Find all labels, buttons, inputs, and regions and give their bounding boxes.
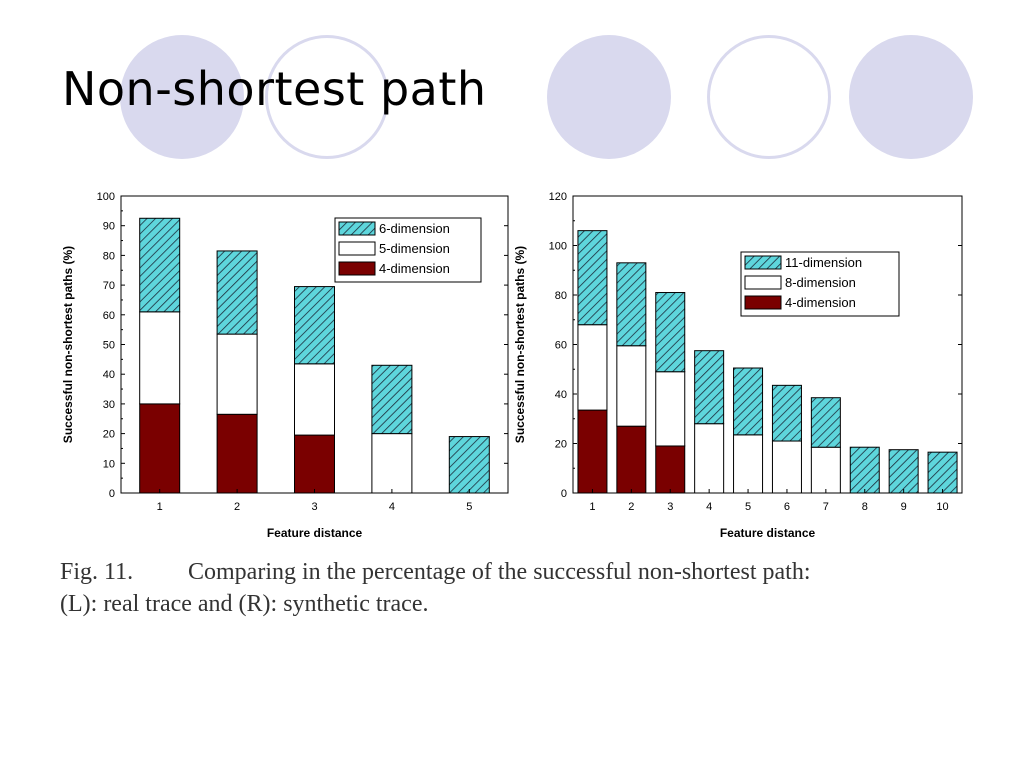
bar-segment-11-dimension (771, 384, 802, 442)
x-tick-label: 3 (667, 501, 673, 513)
legend-swatch (338, 241, 376, 256)
y-tick-label: 100 (549, 241, 567, 253)
x-tick-label: 8 (862, 501, 868, 513)
y-tick-label: 10 (103, 458, 115, 470)
bar-segment-11-dimension (694, 350, 725, 425)
y-tick-label: 50 (103, 340, 115, 352)
x-tick-label: 1 (589, 501, 595, 513)
bar-segment-8-dimension (616, 345, 647, 427)
x-tick-label: 2 (628, 501, 634, 513)
decor-circle-filled (849, 35, 973, 159)
legend-swatch (338, 261, 376, 276)
x-tick-label: 4 (706, 501, 712, 513)
bar-segment-11-dimension (849, 446, 880, 494)
legend-label: 11-dimension (785, 255, 862, 270)
x-axis-label: Feature distance (267, 526, 363, 540)
x-tick-label: 5 (466, 501, 472, 513)
y-tick-label: 90 (103, 221, 115, 233)
y-tick-label: 40 (103, 369, 115, 381)
bar-segment-11-dimension (655, 292, 686, 373)
bar-segment-6-dimension (139, 217, 181, 313)
legend-label: 8-dimension (785, 275, 856, 290)
y-tick-label: 0 (109, 488, 115, 500)
y-tick-label: 20 (103, 429, 115, 441)
x-tick-label: 9 (901, 501, 907, 513)
legend-swatch (744, 275, 782, 290)
legend-swatch (338, 221, 376, 236)
x-tick-label: 5 (745, 501, 751, 513)
x-tick-label: 10 (936, 501, 948, 513)
y-tick-label: 70 (103, 280, 115, 292)
bar-segment-8-dimension (810, 446, 841, 494)
caption-line1: Comparing in the percentage of the succe… (188, 559, 811, 585)
figure-caption: Fig. 11. Comparing in the percentage of … (60, 556, 980, 620)
x-tick-label: 6 (784, 501, 790, 513)
bar-segment-11-dimension (733, 367, 764, 436)
bar-segment-11-dimension (616, 262, 647, 347)
bar-segment-6-dimension (371, 364, 413, 435)
bar-segment-4-dimension (577, 409, 608, 494)
decor-circle-filled (120, 35, 244, 159)
bar-segment-4-dimension (139, 403, 181, 494)
x-tick-label: 1 (157, 501, 163, 513)
bar-segment-5-dimension (294, 363, 335, 436)
bar-segment-6-dimension (294, 286, 335, 365)
x-tick-label: 4 (389, 501, 395, 513)
y-tick-label: 80 (103, 250, 115, 262)
bar-segment-11-dimension (577, 230, 608, 326)
bar-segment-4-dimension (294, 434, 335, 494)
bar-segment-8-dimension (577, 324, 608, 411)
bar-segment-6-dimension (216, 250, 258, 335)
bar-segment-6-dimension (448, 436, 490, 494)
legend-swatch (744, 295, 782, 310)
chart-left: 0 10 20 30 40 50 60 70 80 90 100 1 2 3 4 5 Successful no… (61, 191, 509, 540)
y-tick-label: 120 (549, 191, 567, 203)
bar-segment-8-dimension (733, 434, 764, 494)
x-tick-label: 2 (234, 501, 240, 513)
bar-segment-5-dimension (371, 433, 413, 494)
bar-segment-5-dimension (139, 311, 181, 405)
y-tick-label: 40 (555, 389, 567, 401)
chart-right: 0 20 40 60 80 100 120 1 2 3 4 5 6 7 8 9 10 Successful non… (513, 191, 963, 540)
bar-segment-4-dimension (216, 413, 258, 494)
legend-label: 4-dimension (785, 295, 856, 310)
y-tick-label: 100 (97, 191, 115, 203)
legend-label: 6-dimension (379, 221, 450, 236)
y-axis-label: Successful non-shortest paths (%) (61, 246, 75, 443)
legend-label: 4-dimension (379, 261, 450, 276)
x-axis-label: Feature distance (720, 526, 816, 540)
y-tick-label: 60 (555, 340, 567, 352)
y-tick-label: 20 (555, 439, 567, 451)
bar-segment-4-dimension (655, 445, 686, 494)
bar-segment-11-dimension (810, 397, 841, 448)
bar-segment-4-dimension (616, 425, 647, 494)
bar-segment-8-dimension (694, 423, 725, 494)
caption-line2: (L): real trace and (R): synthetic trace… (60, 591, 429, 617)
x-tick-label: 7 (823, 501, 829, 513)
decor-circle-filled (547, 35, 671, 159)
bar-segment-5-dimension (216, 333, 258, 415)
bar-segment-8-dimension (655, 371, 686, 447)
bar-segment-8-dimension (771, 440, 802, 494)
y-tick-label: 0 (561, 488, 567, 500)
bar-segment-11-dimension (927, 451, 958, 494)
bar-segment-11-dimension (888, 449, 919, 494)
y-tick-label: 60 (103, 310, 115, 322)
slide-title: Non-shortest path (62, 62, 487, 116)
y-axis-label: Successful non-shortest paths (%) (513, 246, 527, 443)
caption-fig-label: Fig. 11. (60, 559, 134, 585)
legend-swatch (744, 255, 782, 270)
x-tick-label: 3 (311, 501, 317, 513)
decor-circle-outline (265, 35, 389, 159)
decor-circle-outline (707, 35, 831, 159)
y-tick-label: 80 (555, 290, 567, 302)
legend-label: 5-dimension (379, 241, 450, 256)
y-tick-label: 30 (103, 399, 115, 411)
